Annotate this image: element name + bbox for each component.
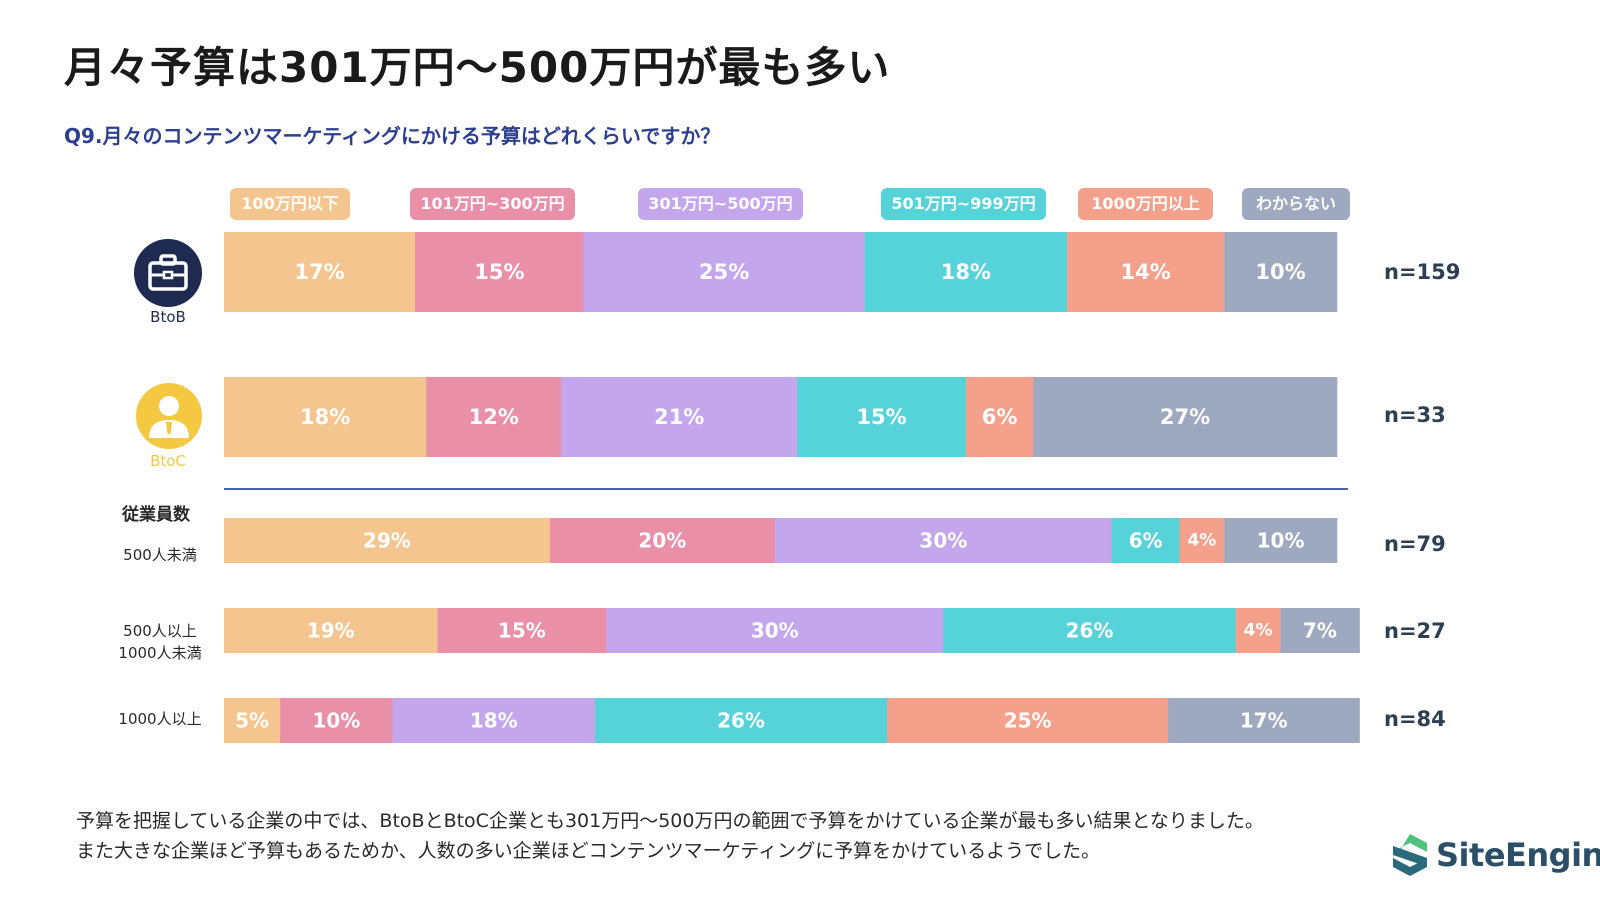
- legend-tag-4: 1000万円以上: [1078, 188, 1213, 220]
- bar-segment-row1-s3: [797, 377, 967, 457]
- bar-segment-row4-s0: [224, 698, 281, 743]
- legend-tag-5: わからない: [1242, 188, 1350, 220]
- bar-segment-row3-s1: [437, 608, 607, 653]
- legend-tag-3: 501万円~999万円: [881, 188, 1046, 220]
- siteengine-logo: SiteEngine: [1390, 832, 1600, 878]
- bar-segment-row0-s2: [583, 232, 866, 312]
- bar-label-row4-s5: 17%: [1240, 709, 1288, 733]
- bar-label-row2-s4: 4%: [1187, 531, 1216, 551]
- bar-segment-row4-s5: [1168, 698, 1360, 743]
- bar-label-row2-s5: 10%: [1257, 529, 1305, 553]
- bar-segment-row2-s2: [774, 518, 1113, 563]
- siteengine-logo-icon: [1393, 834, 1427, 876]
- legend-tag-1: 101万円~300万円: [410, 188, 575, 220]
- sample-size-over-1000: n=84: [1384, 707, 1446, 731]
- bar-segment-row0-s1: [415, 232, 585, 312]
- bar-label-row1-s1: 12%: [469, 405, 519, 429]
- logo-text: SiteEngine: [1436, 836, 1600, 874]
- section-divider: [224, 488, 1348, 490]
- bar-segment-row2-s4: [1179, 518, 1225, 563]
- row-label-line1: 500人以上: [123, 622, 197, 640]
- bar-label-row3-s5: 7%: [1303, 619, 1337, 643]
- bar-label-row1-s3: 15%: [856, 405, 906, 429]
- bar-segment-row0-s3: [864, 232, 1068, 312]
- survey-question: Q9.月々のコンテンツマーケティングにかける予算はどれくらいですか？: [64, 124, 721, 148]
- bar-segment-row3-s4: [1235, 608, 1282, 653]
- bar-label-row3-s0: 19%: [307, 619, 355, 643]
- legend-tag-2: 301万円~500万円: [638, 188, 803, 220]
- bar-label-row0-s0: 17%: [294, 260, 344, 284]
- bar-label-row2-s2: 30%: [919, 529, 967, 553]
- bar-label-row3-s2: 30%: [751, 619, 799, 643]
- sample-size-btob: n=159: [1384, 260, 1461, 284]
- bar-label-row4-s0: 5%: [235, 709, 269, 733]
- bar-label-row4-s1: 10%: [312, 709, 360, 733]
- bar-segment-row4-s1: [280, 698, 394, 743]
- bar-label-row0-s5: 10%: [1255, 260, 1305, 284]
- bar-label-row4-s4: 25%: [1004, 709, 1052, 733]
- bar-segment-row1-s4: [965, 377, 1034, 457]
- bar-label-row1-s5: 27%: [1160, 405, 1210, 429]
- employee-count-heading: 従業員数: [122, 505, 190, 525]
- summary-text: 予算を把握している企業の中では、BtoBとBtoC企業とも301万円〜500万円…: [76, 806, 1264, 866]
- bar-segment-row1-s1: [426, 377, 562, 457]
- bar-segment-row1-s2: [561, 377, 798, 457]
- person-icon: [136, 383, 202, 449]
- row-label-under-500: 500人未満: [123, 546, 197, 564]
- bar-label-row1-s0: 18%: [300, 405, 350, 429]
- bar-segment-row2-s5: [1224, 518, 1338, 563]
- bar-segment-row4-s2: [392, 698, 596, 743]
- bar-label-row0-s1: 15%: [474, 260, 524, 284]
- bar-label-row3-s1: 15%: [498, 619, 546, 643]
- bar-segment-row1-s0: [224, 377, 427, 457]
- bar-label-row1-s4: 6%: [982, 405, 1018, 429]
- bar-segment-row2-s0: [224, 518, 551, 563]
- bar-label-row3-s3: 26%: [1066, 619, 1114, 643]
- sample-size-btoc: n=33: [1384, 403, 1446, 427]
- bar-label-row0-s2: 25%: [699, 260, 749, 284]
- bar-segment-row3-s5: [1280, 608, 1360, 653]
- btob-caption: BtoB: [150, 308, 186, 326]
- bar-segment-row0-s4: [1067, 232, 1225, 312]
- bar-segment-row4-s3: [594, 698, 888, 743]
- row-label-line2: 1000人未満: [118, 644, 202, 662]
- row-label-over-1000: 1000人以上: [118, 710, 202, 728]
- summary-line-1: 予算を把握している企業の中では、BtoBとBtoC企業とも301万円〜500万円…: [76, 810, 1264, 832]
- summary-line-2: また大きな企業ほど予算もあるためか、人数の多い企業ほどコンテンツマーケティングに…: [76, 840, 1101, 862]
- sample-size-500-to-1000: n=27: [1384, 619, 1446, 643]
- bar-label-row4-s3: 26%: [717, 709, 765, 733]
- sample-size-under-500: n=79: [1384, 532, 1446, 556]
- bar-segment-row4-s4: [887, 698, 1169, 743]
- bar-segment-row2-s3: [1111, 518, 1180, 563]
- bar-label-row2-s3: 6%: [1129, 529, 1163, 553]
- bar-label-row2-s1: 20%: [638, 529, 686, 553]
- bar-label-row0-s3: 18%: [941, 260, 991, 284]
- bar-label-row1-s2: 21%: [654, 405, 704, 429]
- row-label-500-to-1000: 500人以上 1000人未満: [100, 620, 220, 664]
- bar-label-row0-s4: 14%: [1121, 260, 1171, 284]
- briefcase-icon: [134, 239, 202, 307]
- bar-segment-row2-s1: [549, 518, 776, 563]
- bar-segment-row0-s5: [1224, 232, 1338, 312]
- bar-label-row3-s4: 4%: [1244, 621, 1273, 641]
- page-title: 月々予算は301万円〜500万円が最も多い: [64, 43, 891, 92]
- legend-tag-0: 100万円以下: [230, 188, 350, 220]
- bar-label-row4-s2: 18%: [470, 709, 518, 733]
- bar-segment-row3-s3: [943, 608, 1237, 653]
- bar-segment-row1-s5: [1033, 377, 1338, 457]
- bar-segment-row0-s0: [224, 232, 416, 312]
- btoc-caption: BtoC: [150, 452, 186, 470]
- bar-segment-row3-s0: [224, 608, 439, 653]
- bar-label-row2-s0: 29%: [363, 529, 411, 553]
- bar-segment-row3-s2: [606, 608, 944, 653]
